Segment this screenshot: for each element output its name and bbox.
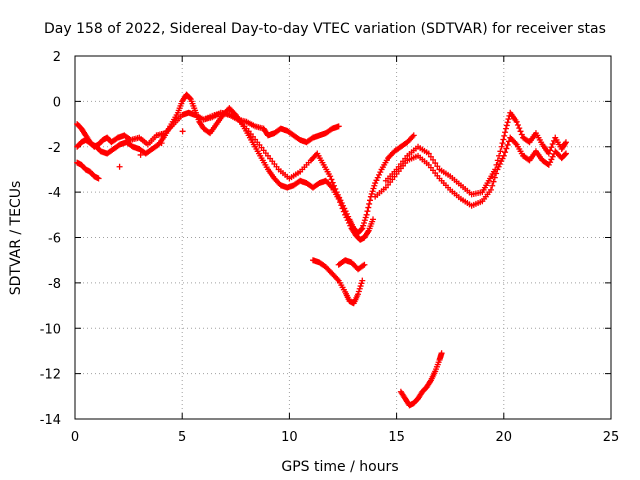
y-tick-label: 2 [53,50,61,65]
series-track-e [372,134,569,209]
y-tick-label: -12 [40,368,61,383]
y-tick-label: -14 [40,413,61,428]
grid-layer [75,56,611,419]
y-axis-label: SDTVAR / TECUs [8,181,24,296]
data-point-markers [397,350,445,409]
x-tick-label: 15 [388,430,405,445]
data-point-markers [74,109,417,236]
data-point-markers [309,257,366,307]
y-tick-label: -2 [48,141,61,156]
x-axis-label: GPS time / hours [281,459,398,475]
x-tick-label: 10 [281,430,298,445]
data-point-markers [382,109,569,198]
y-tick-label: -4 [48,186,61,201]
data-point-markers [372,134,569,209]
y-tick-label: -10 [40,322,61,337]
y-tick-label: -8 [48,277,61,292]
x-tick-label: 20 [496,430,513,445]
data-layer [74,91,569,409]
data-point-markers [335,257,368,273]
x-tick-label: 25 [603,430,620,445]
series-track-d [382,109,569,198]
series-track-h [335,257,368,273]
x-tick-label: 5 [178,430,186,445]
series-track-g [397,350,445,409]
series-track-c [74,109,417,236]
y-tick-label: 0 [53,95,61,110]
y-tick-label: -6 [48,232,61,247]
x-tick-label: 0 [71,430,79,445]
chart-title: Day 158 of 2022, Sidereal Day-to-day VTE… [44,21,606,37]
series-track-f [309,257,366,307]
